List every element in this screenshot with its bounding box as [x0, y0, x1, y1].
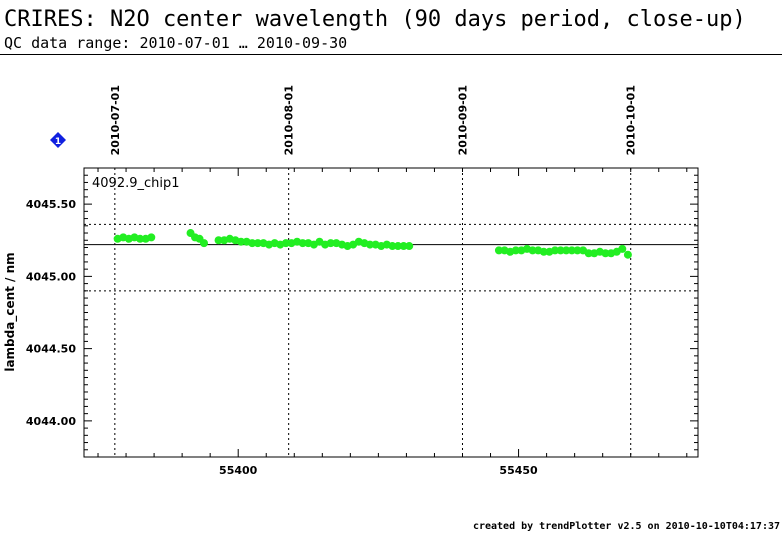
marker-label: 1 [55, 137, 61, 147]
data-point [237, 237, 246, 246]
data-point [618, 244, 627, 253]
info-marker[interactable]: 1 [50, 132, 66, 148]
page-title: CRIRES: N2O center wavelength (90 days p… [4, 7, 746, 32]
date-marker-label: 2010-07-01 [109, 85, 122, 155]
data-point [214, 236, 223, 245]
date-marker-label: 2010-09-01 [456, 85, 469, 155]
plot-frame [83, 167, 699, 458]
y-tick-label: 4045.50 [26, 198, 76, 211]
data-point [551, 246, 560, 255]
y-tick-label: 4044.00 [26, 415, 76, 428]
data-point [601, 249, 610, 258]
page-subtitle: QC data range: 2010-07-01 … 2010-09-30 [4, 34, 348, 52]
data-point [494, 246, 503, 255]
y-tick-label: 4045.00 [26, 270, 76, 283]
data-point [365, 240, 374, 249]
title-divider [0, 54, 782, 55]
date-marker-label: 2010-10-01 [625, 85, 638, 155]
data-point [298, 239, 307, 248]
data-point [394, 242, 403, 251]
data-point [199, 239, 208, 248]
data-point [539, 247, 548, 256]
data-point [147, 233, 156, 242]
data-point [573, 246, 582, 255]
data-point [528, 246, 537, 255]
panel-label: 4092.9_chip1 [92, 176, 180, 191]
x-tick-label: 55450 [499, 464, 538, 477]
data-point [567, 246, 576, 255]
data-point [136, 234, 145, 243]
data-point [248, 239, 257, 248]
data-point [399, 242, 408, 251]
data-point [253, 239, 262, 248]
x-tick-label: 55400 [219, 464, 258, 477]
data-point [326, 239, 335, 248]
y-axis-label: lambda_cent / nm [3, 252, 18, 371]
data-point [584, 249, 593, 258]
data-point [511, 246, 520, 255]
data-point [281, 239, 290, 248]
date-marker-label: 2010-08-01 [283, 85, 296, 155]
y-tick-label: 4044.50 [26, 343, 76, 356]
credit-line: created by trendPlotter v2.5 on 2010-10-… [472, 521, 780, 532]
data-point [388, 242, 397, 251]
data-point [623, 250, 632, 259]
diamond-icon[interactable] [50, 132, 66, 148]
data-point [556, 246, 565, 255]
data-point [405, 242, 414, 251]
data-point [562, 246, 571, 255]
